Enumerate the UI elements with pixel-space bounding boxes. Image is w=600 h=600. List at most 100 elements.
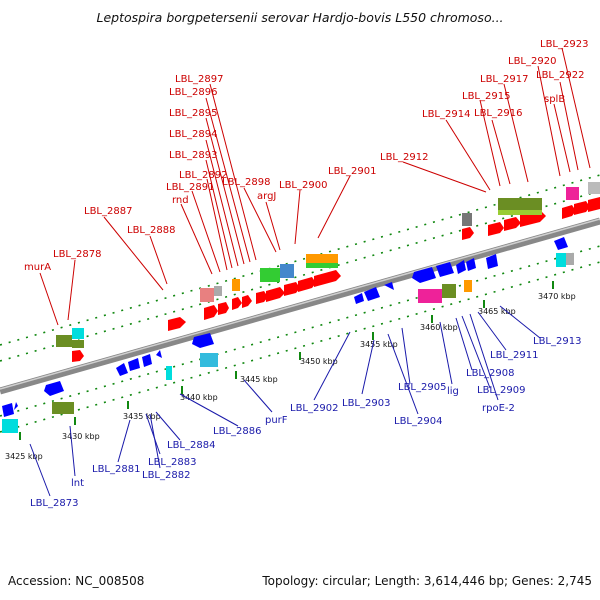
gene-arrow[interactable] bbox=[562, 205, 576, 219]
gene-arrow[interactable] bbox=[588, 197, 600, 212]
gene-block[interactable] bbox=[588, 182, 600, 194]
gene-arrow[interactable] bbox=[192, 333, 214, 348]
gene-label-LBL_2901[interactable]: LBL_2901 bbox=[328, 166, 376, 177]
gene-arrow[interactable] bbox=[256, 291, 268, 304]
gene-arrow[interactable] bbox=[354, 293, 364, 304]
gene-block[interactable] bbox=[566, 187, 579, 200]
gene-label-lnt[interactable]: lnt bbox=[71, 478, 84, 489]
gene-arrow[interactable] bbox=[384, 282, 394, 290]
gene-label-LBL_2903[interactable]: LBL_2903 bbox=[342, 398, 390, 409]
gene-label-LBL_2892[interactable]: LBL_2892 bbox=[179, 170, 227, 181]
gene-label-LBL_2884[interactable]: LBL_2884 bbox=[167, 440, 215, 451]
gene-label-LBL_2893[interactable]: LBL_2893 bbox=[169, 150, 217, 161]
gene-arrow[interactable] bbox=[574, 201, 590, 215]
gene-label-LBL_2886[interactable]: LBL_2886 bbox=[213, 426, 261, 437]
gene-label-LBL_2883[interactable]: LBL_2883 bbox=[148, 457, 196, 468]
gene-block[interactable] bbox=[418, 289, 442, 303]
gene-block[interactable] bbox=[56, 335, 72, 347]
gene-label-rpoE-2[interactable]: rpoE-2 bbox=[482, 403, 515, 414]
gene-label-rnd[interactable]: rnd bbox=[172, 195, 189, 206]
gene-block[interactable] bbox=[52, 402, 74, 414]
gene-label-LBL_2914[interactable]: LBL_2914 bbox=[422, 109, 470, 120]
gene-label-LBL_2920[interactable]: LBL_2920 bbox=[508, 56, 556, 67]
gene-arrow[interactable] bbox=[554, 237, 568, 250]
gene-label-LBL_2900[interactable]: LBL_2900 bbox=[279, 180, 327, 191]
gene-arrow[interactable] bbox=[488, 222, 504, 236]
gene-arrow[interactable] bbox=[412, 267, 436, 283]
gene-label-LBL_2888[interactable]: LBL_2888 bbox=[127, 225, 175, 236]
gene-arrow[interactable] bbox=[456, 260, 466, 274]
gene-arrow[interactable] bbox=[116, 363, 128, 376]
gene-block[interactable] bbox=[72, 328, 84, 339]
gene-label-LBL_2905[interactable]: LBL_2905 bbox=[398, 382, 446, 393]
gene-block[interactable] bbox=[72, 340, 84, 348]
gene-label-LBL_2922[interactable]: LBL_2922 bbox=[536, 70, 584, 81]
gene-label-LBL_2882[interactable]: LBL_2882 bbox=[142, 470, 190, 481]
gene-block[interactable] bbox=[200, 288, 214, 302]
gene-label-LBL_2891[interactable]: LBL_2891 bbox=[166, 182, 214, 193]
gene-label-LBL_2916[interactable]: LBL_2916 bbox=[474, 108, 522, 119]
gene-arrow[interactable] bbox=[284, 282, 300, 296]
gene-block[interactable] bbox=[260, 268, 280, 282]
gene-block[interactable] bbox=[200, 353, 218, 367]
gene-label-LBL_2909[interactable]: LBL_2909 bbox=[477, 385, 525, 396]
gene-block[interactable] bbox=[556, 253, 566, 267]
gene-arrow[interactable] bbox=[72, 350, 84, 362]
gene-block[interactable] bbox=[306, 254, 338, 263]
gene-block[interactable] bbox=[498, 198, 542, 210]
gene-label-LBL_2878[interactable]: LBL_2878 bbox=[53, 249, 101, 260]
gene-label-LBL_2913[interactable]: LBL_2913 bbox=[533, 336, 581, 347]
gene-arrow[interactable] bbox=[14, 402, 18, 410]
gene-label-LBL_2881[interactable]: LBL_2881 bbox=[92, 464, 140, 475]
gene-label-LBL_2912[interactable]: LBL_2912 bbox=[380, 152, 428, 163]
gene-arrow[interactable] bbox=[466, 258, 476, 271]
gene-block[interactable] bbox=[166, 366, 172, 380]
gene-arrow[interactable] bbox=[128, 358, 140, 371]
gene-block[interactable] bbox=[566, 253, 574, 265]
gene-arrow[interactable] bbox=[156, 350, 162, 358]
gene-label-LBL_2873[interactable]: LBL_2873 bbox=[30, 498, 78, 509]
gene-label-lig[interactable]: lig bbox=[447, 386, 459, 397]
gene-block[interactable] bbox=[306, 263, 338, 268]
gene-block[interactable] bbox=[498, 210, 542, 215]
gene-block[interactable] bbox=[280, 264, 294, 278]
gene-arrow[interactable] bbox=[2, 403, 14, 417]
gene-label-LBL_2908[interactable]: LBL_2908 bbox=[466, 368, 514, 379]
gene-arrow[interactable] bbox=[486, 254, 498, 269]
gene-label-LBL_2896[interactable]: LBL_2896 bbox=[169, 87, 217, 98]
gene-label-argJ[interactable]: argJ bbox=[257, 191, 276, 202]
gene-label-splB[interactable]: splB bbox=[544, 94, 565, 105]
gene-block[interactable] bbox=[464, 280, 472, 292]
gene-label-purF[interactable]: purF bbox=[265, 415, 288, 426]
gene-block[interactable] bbox=[214, 286, 222, 296]
gene-arrow[interactable] bbox=[436, 262, 454, 277]
gene-arrow[interactable] bbox=[462, 227, 474, 240]
gene-label-LBL_2887[interactable]: LBL_2887 bbox=[84, 206, 132, 217]
gene-label-LBL_2894[interactable]: LBL_2894 bbox=[169, 129, 217, 140]
gene-label-LBL_2911[interactable]: LBL_2911 bbox=[490, 350, 538, 361]
gene-arrow[interactable] bbox=[504, 217, 521, 231]
gene-label-LBL_2895[interactable]: LBL_2895 bbox=[169, 108, 217, 119]
gene-block[interactable] bbox=[232, 279, 240, 291]
gene-arrow[interactable] bbox=[218, 302, 229, 315]
gene-label-LBL_2902[interactable]: LBL_2902 bbox=[290, 403, 338, 414]
gene-label-LBL_2915[interactable]: LBL_2915 bbox=[462, 91, 510, 102]
gene-arrow[interactable] bbox=[142, 354, 152, 367]
gene-arrow[interactable] bbox=[314, 270, 341, 287]
gene-label-murA[interactable]: murA bbox=[24, 262, 51, 273]
gene-arrow[interactable] bbox=[168, 317, 186, 331]
gene-label-LBL_2898[interactable]: LBL_2898 bbox=[222, 177, 270, 188]
gene-label-LBL_2897[interactable]: LBL_2897 bbox=[175, 74, 223, 85]
gene-arrow[interactable] bbox=[242, 295, 252, 308]
gene-arrow[interactable] bbox=[204, 305, 218, 320]
gene-label-LBL_2917[interactable]: LBL_2917 bbox=[480, 74, 528, 85]
gene-arrow[interactable] bbox=[232, 297, 242, 310]
gene-arrow[interactable] bbox=[364, 287, 380, 301]
gene-block[interactable] bbox=[2, 419, 18, 433]
gene-label-LBL_2923[interactable]: LBL_2923 bbox=[540, 39, 588, 50]
gene-arrow[interactable] bbox=[298, 277, 316, 292]
gene-arrow[interactable] bbox=[44, 381, 64, 396]
gene-block[interactable] bbox=[462, 213, 472, 226]
gene-arrow[interactable] bbox=[266, 287, 285, 302]
gene-label-LBL_2904[interactable]: LBL_2904 bbox=[394, 416, 442, 427]
